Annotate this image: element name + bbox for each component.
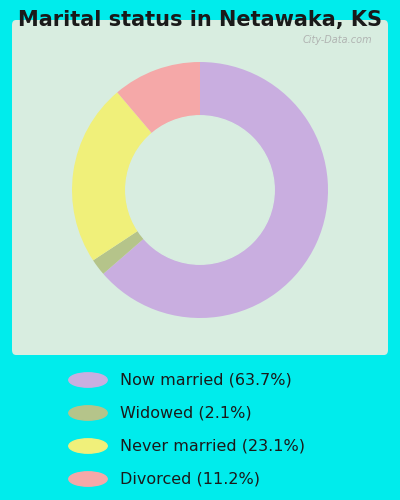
Text: Marital status in Netawaka, KS: Marital status in Netawaka, KS [18, 10, 382, 30]
Text: Divorced (11.2%): Divorced (11.2%) [120, 472, 260, 486]
Circle shape [69, 472, 107, 486]
Wedge shape [93, 231, 144, 274]
Text: Never married (23.1%): Never married (23.1%) [120, 438, 305, 454]
Wedge shape [117, 62, 200, 134]
Circle shape [126, 116, 274, 264]
Text: Now married (63.7%): Now married (63.7%) [120, 372, 292, 388]
Text: Widowed (2.1%): Widowed (2.1%) [120, 406, 252, 420]
Text: City-Data.com: City-Data.com [302, 35, 372, 45]
FancyBboxPatch shape [12, 20, 388, 355]
Circle shape [69, 373, 107, 387]
Wedge shape [72, 92, 152, 260]
Wedge shape [103, 62, 328, 318]
Circle shape [69, 439, 107, 453]
Circle shape [69, 406, 107, 420]
